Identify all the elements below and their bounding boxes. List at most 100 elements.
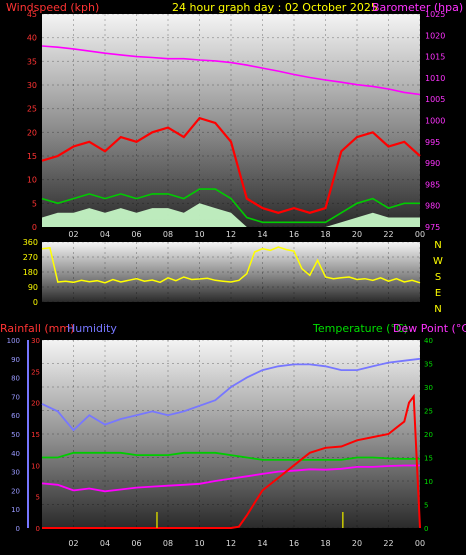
dewpoint-line [41, 464, 420, 493]
x-tick-label: 14 [257, 230, 267, 239]
humidity-y-tick-label: 60 [11, 412, 20, 420]
wind-panel [42, 14, 420, 227]
wind-y-tick-label: 35 [27, 57, 37, 66]
x-tick-label: 06 [131, 230, 141, 239]
barometer-y-tick-label: 1020 [425, 31, 445, 40]
wind-y-tick-label: 25 [27, 105, 37, 114]
humidity-line [41, 357, 421, 432]
compass-label: N [434, 240, 441, 251]
temperature-panel [42, 340, 420, 528]
compass-label: S [435, 272, 441, 283]
barometer-y-tick-label: 1010 [425, 74, 445, 83]
rainfall-line [42, 393, 421, 529]
x-tick-label: 04 [100, 230, 110, 239]
temperature-y-tick-label: 10 [424, 478, 433, 486]
humidity-axis-title: Humidity [67, 322, 117, 335]
barometer-y-tick-label: 985 [425, 180, 440, 189]
humidity-y-tick-label: 40 [11, 450, 20, 458]
wind-y-tick-label: 10 [27, 176, 37, 185]
direction-y-tick-label: 0 [33, 298, 38, 307]
temperature-line [42, 451, 420, 461]
wind-y-tick-label: 0 [32, 223, 37, 232]
barometer-y-tick-label: 1005 [425, 95, 445, 104]
temperature-axis-title: Temperature (°C) [312, 322, 408, 335]
barometer-y-tick-label: 1025 [425, 10, 445, 19]
barometer-y-tick-label: 975 [425, 223, 440, 232]
x-tick-label: 02 [68, 539, 78, 548]
temperature-y-tick-label: 35 [424, 361, 433, 369]
barometer-y-tick-label: 980 [425, 202, 440, 211]
humidity-y-tick-label: 50 [11, 431, 20, 439]
x-tick-label: 04 [100, 539, 110, 548]
temperature-y-tick-label: 25 [424, 408, 433, 416]
chart-title: 24 hour graph day : 02 October 2025 [172, 1, 378, 14]
x-tick-label: 10 [194, 230, 204, 239]
x-tick-label: 12 [226, 230, 236, 239]
wind-y-tick-label: 5 [32, 199, 37, 208]
x-tick-label: 10 [194, 539, 204, 548]
dewpoint-axis-title: Dew Point (°C) [393, 322, 466, 335]
temperature-y-tick-label: 15 [424, 455, 433, 463]
x-tick-label: 16 [289, 539, 299, 548]
rainfall-y-tick-label: 25 [31, 368, 40, 376]
humidity-y-tick-label: 0 [16, 525, 20, 533]
wind-y-tick-label: 45 [27, 10, 37, 19]
x-tick-label: 18 [320, 230, 330, 239]
x-tick-label: 00 [415, 230, 425, 239]
wind-y-tick-label: 30 [27, 81, 37, 90]
temperature-y-tick-label: 30 [424, 384, 433, 392]
humidity-y-tick-label: 100 [7, 337, 20, 345]
direction-y-tick-label: 90 [28, 283, 38, 292]
x-tick-label: 22 [383, 230, 393, 239]
rainfall-y-tick-label: 0 [36, 525, 40, 533]
barometer-axis-title: Barometer (hpa) [372, 1, 463, 14]
barometer-line [41, 45, 421, 96]
barometer-y-tick-label: 1015 [425, 53, 445, 62]
compass-label: E [435, 288, 441, 299]
temperature-y-tick-label: 5 [424, 502, 428, 510]
x-tick-label: 12 [226, 539, 236, 548]
x-tick-label: 02 [68, 230, 78, 239]
x-tick-label: 20 [352, 539, 362, 548]
x-tick-label: 16 [289, 230, 299, 239]
humidity-y-tick-label: 10 [11, 506, 20, 514]
x-tick-label: 18 [320, 539, 330, 548]
compass-label: W [433, 256, 443, 267]
rainfall-y-tick-label: 15 [31, 431, 40, 439]
wind-y-tick-label: 15 [27, 152, 37, 161]
rainfall-y-tick-label: 10 [31, 462, 40, 470]
temperature-y-tick-label: 0 [424, 525, 428, 533]
wind-low-area [42, 203, 420, 227]
wind-direction-line [41, 246, 421, 284]
direction-y-tick-label: 360 [23, 238, 38, 247]
wind-speed-line [41, 116, 421, 214]
direction-y-tick-label: 270 [23, 253, 38, 262]
wind-axis-title: Windspeed (kph) [6, 1, 99, 14]
humidity-y-tick-label: 30 [11, 469, 20, 477]
x-tick-label: 14 [257, 539, 267, 548]
wind-average-line [41, 188, 420, 224]
x-tick-label: 20 [352, 230, 362, 239]
compass-label: N [434, 304, 441, 315]
x-tick-label: 06 [131, 539, 141, 548]
humidity-y-tick-label: 80 [11, 375, 20, 383]
x-tick-label: 00 [415, 539, 425, 548]
humidity-y-tick-label: 20 [11, 487, 20, 495]
x-tick-label: 22 [383, 539, 393, 548]
rainfall-axis-title: Rainfall (mm) [0, 322, 74, 335]
barometer-y-tick-label: 1000 [425, 117, 445, 126]
x-tick-label: 08 [163, 230, 173, 239]
wind-y-tick-label: 20 [27, 128, 37, 137]
direction-y-tick-label: 180 [23, 268, 38, 277]
wind-y-tick-label: 40 [27, 34, 37, 43]
humidity-y-tick-label: 90 [11, 356, 20, 364]
x-tick-label: 08 [163, 539, 173, 548]
rainfall-y-tick-label: 30 [31, 337, 40, 345]
temperature-y-tick-label: 20 [424, 431, 433, 439]
barometer-y-tick-label: 990 [425, 159, 440, 168]
temperature-y-tick-label: 40 [424, 337, 433, 345]
humidity-y-tick-label: 70 [11, 393, 20, 401]
rainfall-y-tick-label: 20 [31, 400, 40, 408]
rainfall-y-tick-label: 5 [36, 494, 40, 502]
